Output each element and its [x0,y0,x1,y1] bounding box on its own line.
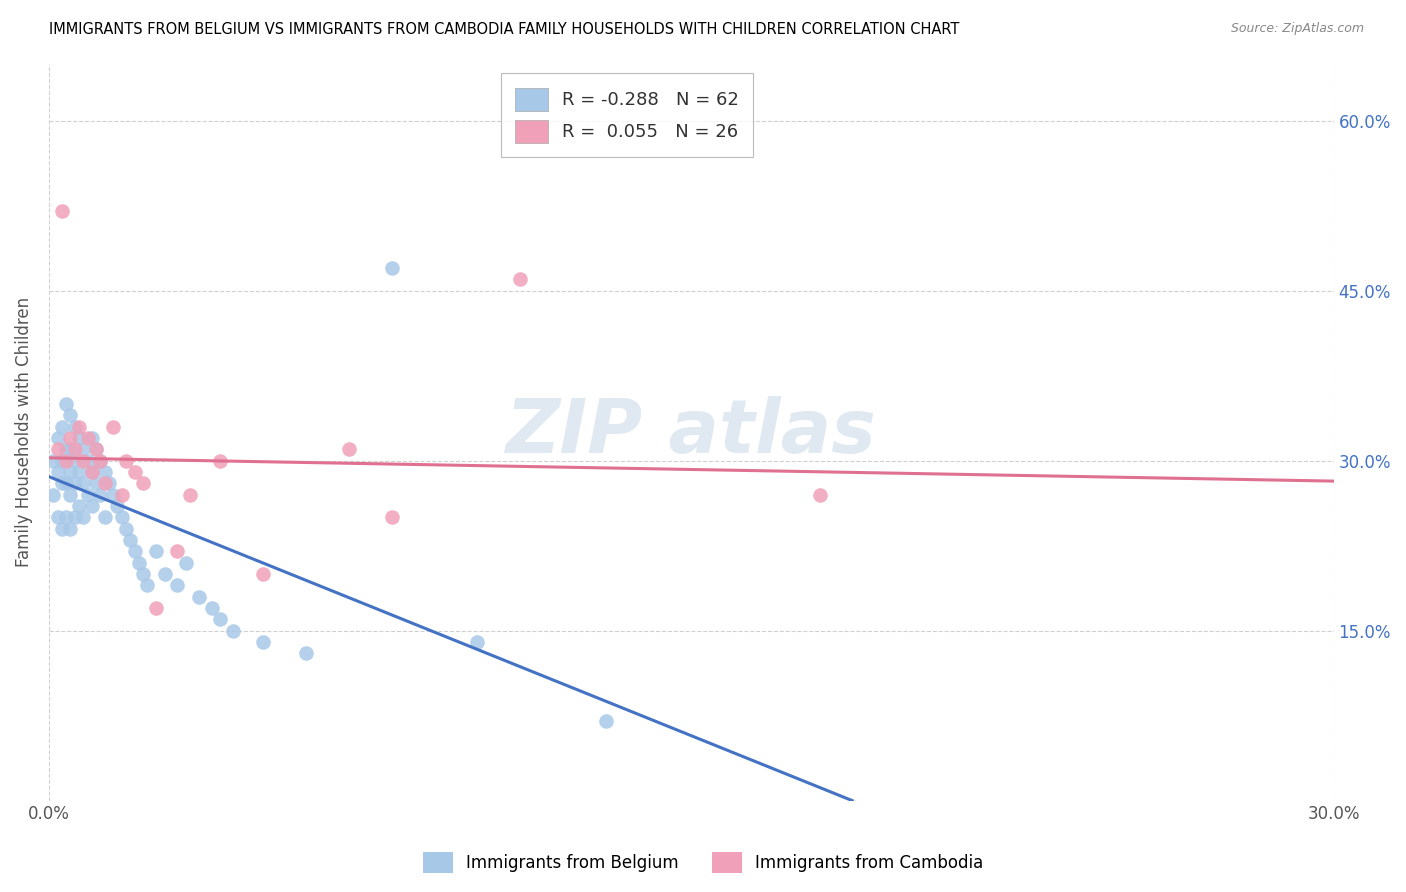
Point [380,260,402,275]
Point [63,442,86,457]
Point [55,510,77,524]
Point [89,453,111,467]
Point [252,635,274,649]
Point [72,453,94,467]
Point [72,476,94,491]
Point [337,442,360,457]
Point [63,419,86,434]
Point [59,522,82,536]
Point [55,442,77,457]
Point [76,453,98,467]
Point [128,556,150,570]
Point [59,442,82,457]
Point [67,465,90,479]
Point [63,510,86,524]
Point [42,453,65,467]
Point [76,488,98,502]
Text: IMMIGRANTS FROM BELGIUM VS IMMIGRANTS FROM CAMBODIA FAMILY HOUSEHOLDS WITH CHILD: IMMIGRANTS FROM BELGIUM VS IMMIGRANTS FR… [49,22,959,37]
Point [179,488,201,502]
Legend: Immigrants from Belgium, Immigrants from Cambodia: Immigrants from Belgium, Immigrants from… [416,846,990,880]
Point [201,601,224,615]
Point [380,510,402,524]
Point [295,646,318,660]
Point [115,453,138,467]
Point [80,465,103,479]
Point [124,544,146,558]
Point [51,476,73,491]
Point [59,465,82,479]
Point [120,533,142,547]
Point [107,499,129,513]
Point [111,488,134,502]
Point [103,419,125,434]
Point [97,476,120,491]
Point [63,453,86,467]
Point [93,510,115,524]
Point [136,578,159,592]
Point [46,442,69,457]
Point [103,488,125,502]
Point [153,566,176,581]
Point [46,465,69,479]
Point [67,419,90,434]
Point [67,431,90,445]
Point [51,453,73,467]
Point [595,714,617,729]
Point [72,442,94,457]
Point [509,272,531,286]
Point [46,510,69,524]
Text: Source: ZipAtlas.com: Source: ZipAtlas.com [1230,22,1364,36]
Point [51,522,73,536]
Point [132,476,155,491]
Point [166,578,188,592]
Point [80,431,103,445]
Point [124,465,146,479]
Point [115,522,138,536]
Y-axis label: Family Households with Children: Family Households with Children [15,297,32,567]
Point [84,442,107,457]
Point [465,635,488,649]
Point [145,544,167,558]
Legend: R = -0.288   N = 62, R =  0.055   N = 26: R = -0.288 N = 62, R = 0.055 N = 26 [501,73,754,157]
Point [111,510,134,524]
Point [252,566,274,581]
Point [84,442,107,457]
Point [187,590,209,604]
Point [84,476,107,491]
Point [72,510,94,524]
Point [59,409,82,423]
Point [55,453,77,467]
Point [132,566,155,581]
Point [59,488,82,502]
Point [93,465,115,479]
Point [808,488,831,502]
Point [76,431,98,445]
Point [145,601,167,615]
Point [55,476,77,491]
Text: ZIP atlas: ZIP atlas [506,396,877,469]
Point [55,397,77,411]
Point [67,499,90,513]
Point [63,476,86,491]
Point [51,204,73,219]
Point [209,453,232,467]
Point [89,488,111,502]
Point [59,431,82,445]
Point [51,419,73,434]
Point [46,431,69,445]
Point [93,476,115,491]
Point [166,544,188,558]
Point [80,465,103,479]
Point [174,556,197,570]
Point [209,612,232,626]
Point [42,488,65,502]
Point [89,453,111,467]
Point [80,499,103,513]
Point [222,624,245,638]
